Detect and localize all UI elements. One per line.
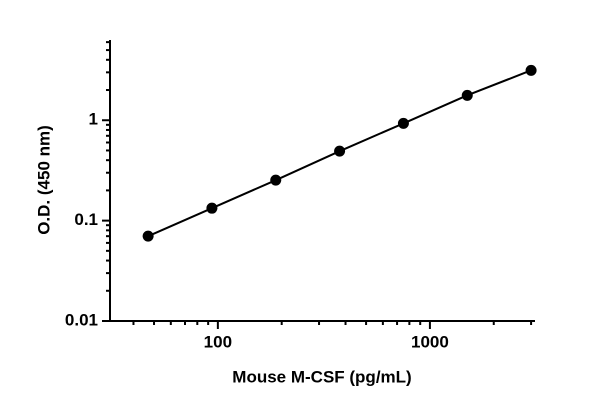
y-tick-label: 1 bbox=[89, 110, 98, 129]
y-axis-title: O.D. (450 nm) bbox=[34, 125, 53, 235]
y-tick-label: 0.01 bbox=[65, 310, 98, 329]
x-tick-label: 100 bbox=[204, 332, 232, 351]
data-point bbox=[461, 89, 473, 101]
data-point bbox=[270, 174, 282, 186]
data-point bbox=[334, 145, 346, 157]
data-point bbox=[206, 202, 218, 214]
data-point bbox=[397, 117, 409, 129]
y-tick-label: 0.1 bbox=[74, 210, 98, 229]
data-point bbox=[525, 64, 537, 76]
data-point bbox=[142, 230, 154, 242]
x-tick-label: 1000 bbox=[411, 332, 449, 351]
x-axis-title: Mouse M-CSF (pg/mL) bbox=[232, 367, 411, 386]
